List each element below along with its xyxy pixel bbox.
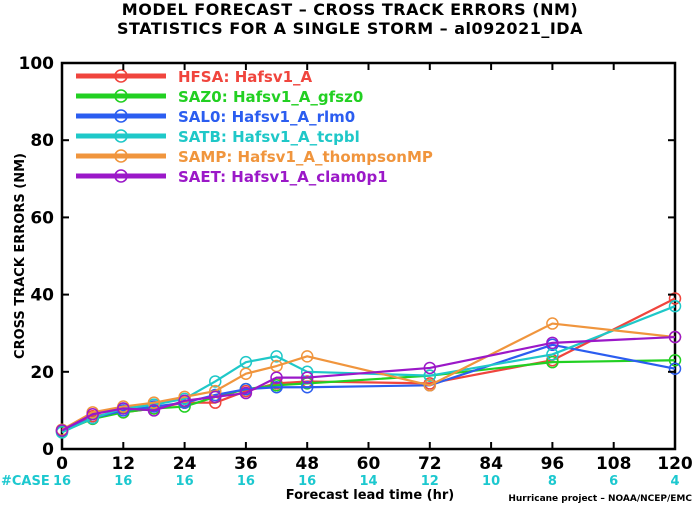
x-tick-label: 84	[479, 454, 503, 474]
series-point	[178, 394, 191, 407]
y-tick-label: 20	[30, 363, 54, 383]
legend-swatch-marker	[114, 169, 128, 183]
x-tick-label: 60	[357, 454, 381, 474]
case-count-label: 10	[482, 474, 500, 489]
legend-item: HFSA: Hafsv1_A	[76, 68, 313, 86]
series-3	[55, 338, 682, 437]
case-count-label: 6	[609, 474, 618, 489]
case-count-label: 16	[176, 474, 194, 489]
axes: 0161216241636164816601472128410968108612…	[1, 54, 693, 504]
series-point	[117, 402, 130, 415]
case-count-label: 14	[359, 474, 377, 489]
legend-label: SATB: Hafsv1_A_tcpbl	[178, 128, 360, 146]
plot-frame	[60, 61, 677, 451]
series-point	[270, 380, 283, 394]
series-point	[423, 361, 437, 375]
series-point	[668, 299, 682, 313]
series-point	[55, 424, 69, 437]
series-point	[270, 350, 283, 363]
legend-item: SAET: Hafsv1_A_clam0p1	[76, 168, 388, 186]
y-tick-label: 80	[30, 131, 54, 151]
x-tick-label: 36	[234, 454, 258, 474]
legend-label: SAZ0: Hafsv1_A_gfsz0	[178, 88, 363, 106]
case-count-label: 16	[298, 474, 316, 489]
legend-swatch-marker	[114, 89, 128, 103]
series-layer	[55, 292, 682, 439]
legend-label: SAMP: Hafsv1_A_thompsonMP	[178, 148, 433, 166]
legend-swatch-marker	[114, 129, 128, 143]
case-count-label: 16	[237, 474, 255, 489]
series-point	[147, 404, 161, 417]
series-point	[668, 362, 682, 375]
chart-subtitle: STATISTICS FOR A SINGLE STORM – al092021…	[117, 19, 583, 38]
case-row-label: #CASE	[1, 474, 50, 489]
series-point	[239, 367, 253, 380]
series-point	[546, 355, 559, 369]
series-line	[61, 343, 676, 432]
y-tick-label: 60	[30, 208, 54, 228]
series-point	[668, 353, 682, 367]
y-tick-label: 0	[42, 440, 54, 460]
legend-item: SAZ0: Hafsv1_A_gfsz0	[76, 88, 363, 106]
plot-border	[60, 61, 677, 451]
legend-label: SAET: Hafsv1_A_clam0p1	[178, 168, 388, 186]
series-6	[55, 330, 682, 437]
series-point	[86, 408, 99, 421]
series-point	[546, 317, 559, 330]
legend-swatch-marker	[114, 109, 128, 123]
series-point	[668, 330, 682, 344]
legend-item: SAL0: Hafsv1_A_rlm0	[76, 108, 355, 126]
legend-swatch-marker	[114, 69, 128, 83]
x-tick-label: 24	[173, 454, 197, 474]
series-point	[147, 396, 161, 409]
series-point	[270, 371, 283, 384]
series-point	[546, 336, 559, 350]
y-tick-label: 40	[30, 286, 54, 306]
legend-label: HFSA: Hafsv1_A	[178, 68, 313, 86]
x-tick-label: 108	[596, 454, 632, 474]
series-point	[178, 390, 191, 404]
x-tick-label: 12	[111, 454, 135, 474]
series-point	[209, 390, 222, 404]
series-5	[55, 317, 682, 436]
legend-item: SAMP: Hafsv1_A_thompsonMP	[76, 148, 433, 166]
x-axis-title: Forecast lead time (hr)	[286, 488, 454, 503]
y-tick-label: 100	[19, 54, 55, 74]
case-count-label: 12	[421, 474, 439, 489]
credit-text: Hurricane project – NOAA/NCEP/EMC	[508, 494, 692, 504]
legend: HFSA: Hafsv1_A SAZ0: Hafsv1_A_gfsz0 SAL0: …	[76, 68, 433, 186]
x-tick-label: 0	[56, 454, 68, 474]
case-count-label: 16	[114, 474, 132, 489]
case-count-label: 8	[548, 474, 557, 489]
series-point	[300, 350, 314, 363]
series-point	[239, 386, 253, 400]
y-axis-title: CROSS TRACK ERRORS (NM)	[13, 153, 28, 359]
chart-title: MODEL FORECAST – CROSS TRACK ERRORS (NM)	[121, 0, 579, 19]
series-point	[423, 369, 437, 382]
case-count-label: 4	[670, 474, 679, 489]
x-tick-label: 72	[418, 454, 442, 474]
series-2	[55, 353, 682, 438]
x-tick-label: 120	[657, 454, 693, 474]
x-tick-label: 48	[295, 454, 319, 474]
series-point	[209, 375, 222, 388]
legend-label: SAL0: Hafsv1_A_rlm0	[178, 108, 355, 126]
series-point	[300, 380, 314, 394]
series-point	[300, 371, 314, 384]
legend-item: SATB: Hafsv1_A_tcpbl	[76, 128, 360, 146]
series-4	[55, 299, 682, 439]
series-point	[423, 379, 437, 392]
x-tick-label: 96	[541, 454, 565, 474]
case-count-label: 16	[53, 474, 71, 489]
series-point	[668, 292, 682, 305]
legend-swatch-marker	[114, 149, 128, 163]
